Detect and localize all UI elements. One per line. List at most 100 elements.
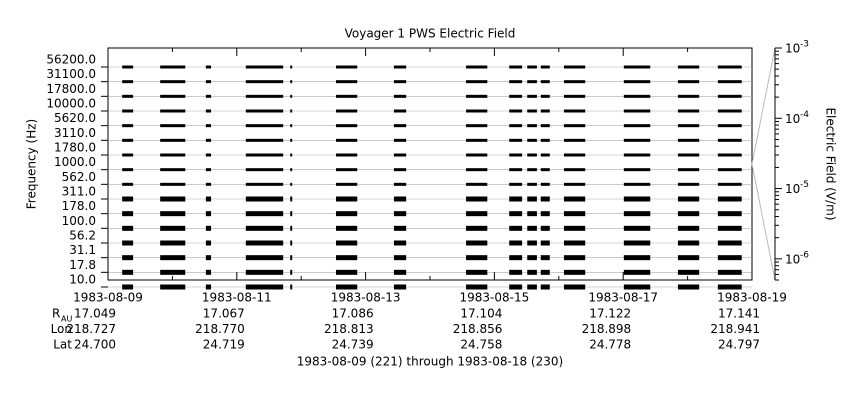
data-segment [540, 80, 550, 84]
colorbar-connector [751, 47, 776, 165]
data-segment [509, 65, 523, 69]
y2-tick-exponent: -5 [800, 180, 809, 190]
data-segment [335, 211, 358, 217]
data-segment [466, 153, 488, 157]
data-segment [335, 80, 358, 84]
ephemeris-value: 24.797 [718, 338, 760, 352]
data-segment [290, 269, 293, 275]
data-segment [290, 124, 293, 128]
data-segment [205, 168, 212, 172]
data-segment [160, 284, 186, 290]
data-segment [122, 65, 134, 69]
channel-label: 3110.0 [54, 126, 96, 140]
data-segment [335, 182, 358, 186]
data-segment [393, 109, 407, 113]
data-segment [527, 94, 537, 98]
data-segment [677, 153, 700, 157]
data-segment [563, 269, 586, 275]
ephemeris-value: 17.049 [74, 307, 116, 321]
data-segment [290, 109, 293, 113]
data-segment [717, 225, 742, 231]
y2-tick-exponent: -4 [800, 110, 809, 120]
data-segment [623, 168, 651, 172]
data-segment [509, 168, 523, 172]
data-segment [335, 65, 358, 69]
data-segment [527, 255, 537, 261]
data-segment [290, 153, 293, 157]
data-segment [466, 94, 488, 98]
data-segment [245, 182, 284, 186]
channel-label: 10000.0 [46, 97, 96, 111]
data-segment [205, 138, 212, 142]
data-segment [623, 240, 651, 246]
data-segment [717, 168, 742, 172]
data-segment [540, 124, 550, 128]
data-segment [540, 284, 550, 290]
ephemeris-value: 218.898 [582, 322, 632, 336]
channel-label: 17800.0 [46, 82, 96, 96]
data-segment [335, 109, 358, 113]
data-segment [393, 196, 407, 202]
data-segment [393, 211, 407, 217]
x-tick-label: 1983-08-17 [588, 291, 658, 305]
data-segment [540, 269, 550, 275]
data-segment [677, 196, 700, 202]
data-segment [122, 109, 134, 113]
ephemeris-label: Lat [53, 338, 72, 352]
data-segment [160, 109, 186, 113]
data-segment [677, 182, 700, 186]
data-segment [527, 269, 537, 275]
data-segment [245, 94, 284, 98]
data-segment [290, 211, 293, 217]
data-segment [509, 269, 523, 275]
data-segment [122, 153, 134, 157]
data-segment [160, 211, 186, 217]
channel-label: 311.0 [62, 185, 96, 199]
data-segment [563, 153, 586, 157]
data-segment [540, 65, 550, 69]
channel-label: 31100.0 [46, 67, 96, 81]
data-segment [205, 211, 212, 217]
data-segment [527, 153, 537, 157]
data-segment [393, 182, 407, 186]
data-segment [563, 211, 586, 217]
data-segment [160, 94, 186, 98]
data-segment [205, 284, 212, 290]
data-segment [717, 109, 742, 113]
data-segment [563, 168, 586, 172]
data-segment [509, 153, 523, 157]
data-segment [509, 240, 523, 246]
data-segment [677, 269, 700, 275]
data-segment [623, 109, 651, 113]
ephemeris-value: 218.813 [324, 322, 374, 336]
data-segment [509, 109, 523, 113]
data-segment [717, 211, 742, 217]
data-segment [540, 240, 550, 246]
data-segment [509, 255, 523, 261]
data-segment [717, 284, 742, 290]
y2-tick-label: 10 [785, 112, 800, 126]
data-segment [623, 65, 651, 69]
data-segment [623, 94, 651, 98]
data-segment [393, 153, 407, 157]
data-segment [717, 124, 742, 128]
ephemeris-value: 17.104 [460, 307, 502, 321]
data-segment [393, 269, 407, 275]
data-segment [160, 124, 186, 128]
y2-tick-label: 10 [785, 252, 800, 266]
data-segment [205, 269, 212, 275]
ephemeris-value: 17.067 [203, 307, 245, 321]
data-segment [245, 255, 284, 261]
data-segment [623, 269, 651, 275]
data-segment [205, 225, 212, 231]
data-segment [290, 196, 293, 202]
data-segment [335, 94, 358, 98]
data-segment [717, 94, 742, 98]
ephemeris-value: 218.856 [453, 322, 503, 336]
data-segment [527, 196, 537, 202]
data-segment [393, 138, 407, 142]
y2-tick-label: 10 [785, 42, 800, 56]
data-segment [245, 196, 284, 202]
data-segment [335, 168, 358, 172]
data-segment [623, 80, 651, 84]
